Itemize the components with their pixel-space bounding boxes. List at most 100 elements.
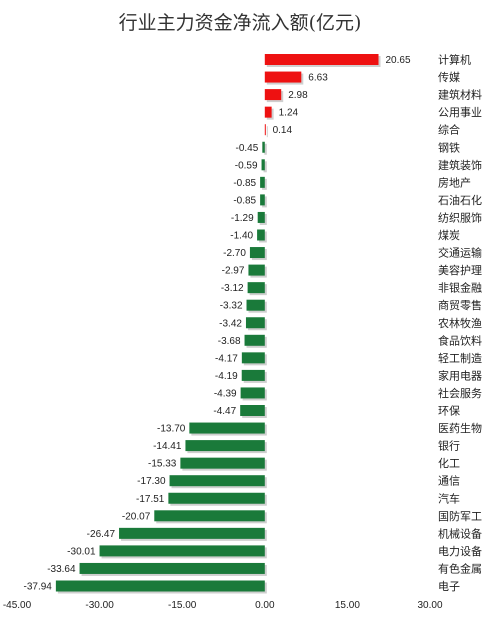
category-label: 化工 (438, 456, 460, 470)
bar-18 (241, 369, 265, 381)
bar-value-label: -1.29 (231, 213, 254, 224)
bar-value-label: -33.64 (47, 564, 76, 575)
bar-26 (154, 510, 265, 522)
bar-9 (257, 211, 265, 223)
category-label: 电力设备 (438, 544, 482, 558)
category-label: 建筑材料 (438, 88, 482, 102)
category-label: 计算机 (438, 53, 471, 67)
bar-value-label: -13.70 (157, 424, 186, 435)
category-label: 环保 (438, 404, 460, 418)
bar-29 (79, 562, 265, 574)
x-tick-label: -45.00 (3, 600, 32, 611)
category-label: 综合 (438, 123, 460, 137)
bar-value-label: -14.41 (153, 441, 182, 452)
bar-value-label: 2.98 (288, 90, 308, 101)
bar-value-label: -3.42 (219, 318, 242, 329)
bar-value-label: -4.39 (214, 388, 237, 399)
category-label: 电子 (438, 580, 460, 593)
category-label: 有色金属 (438, 561, 482, 575)
x-tick-label: -15.00 (168, 600, 197, 611)
category-label: 公用事业 (438, 106, 482, 119)
category-label: 石油石化 (438, 193, 482, 207)
bar-value-label: -3.68 (218, 336, 241, 347)
bar-value-label: 6.63 (308, 73, 328, 84)
bar-value-label: -0.45 (236, 143, 259, 154)
bar-19 (240, 387, 265, 399)
bar-value-label: -3.12 (221, 283, 244, 294)
bar-value-label: -2.97 (222, 266, 245, 277)
bar-value-label: 20.65 (386, 55, 411, 66)
bar-24 (169, 475, 265, 487)
bar-value-label: -37.94 (24, 582, 53, 593)
bar-3 (264, 106, 272, 118)
bar-28 (99, 545, 265, 557)
bar-shadow (263, 161, 267, 173)
bar-5 (262, 141, 265, 153)
bar-value-label: -0.85 (233, 178, 256, 189)
bar-value-label: 0.14 (273, 125, 293, 136)
bars: 20.65 计算机 6.63 传媒 2.98 建筑材料 1.24 公用事业 0.14 综合 -0.4… (24, 53, 482, 594)
bar-value-label: -1.40 (230, 231, 253, 242)
bar-value-label: -2.70 (223, 248, 246, 259)
bar-8 (260, 194, 265, 206)
bar-2 (264, 89, 282, 101)
bar-value-label: -20.07 (122, 511, 151, 522)
x-tick-label: 0.00 (255, 600, 275, 611)
bar-22 (185, 440, 265, 452)
bar-value-label: -17.51 (136, 494, 165, 505)
category-label: 煤炭 (438, 229, 460, 242)
bar-20 (240, 405, 265, 416)
category-label: 轻工制造 (438, 351, 482, 365)
bar-value-label: -0.85 (233, 195, 256, 206)
bar-7 (260, 176, 265, 188)
bar-13 (247, 282, 265, 294)
bar-value-label: -4.47 (213, 406, 236, 417)
bar-shadow (266, 126, 268, 138)
bar-16 (244, 334, 265, 346)
bar-value-label: -15.33 (148, 459, 177, 470)
category-label: 汽车 (438, 491, 460, 505)
bar-10 (257, 229, 265, 241)
category-label: 通信 (438, 475, 460, 488)
bar-30 (55, 580, 265, 592)
bar-shadow (264, 143, 267, 155)
bar-12 (248, 264, 265, 276)
category-label: 房地产 (438, 175, 471, 189)
bar-15 (245, 317, 265, 329)
x-tick-label: -30.00 (85, 600, 114, 611)
category-label: 商贸零售 (438, 298, 482, 312)
category-label: 社会服务 (438, 386, 482, 400)
category-label: 交通运输 (438, 246, 482, 260)
category-label: 美容护理 (438, 263, 482, 277)
category-label: 纺织服饰 (438, 210, 482, 224)
x-axis: -45.00 -30.00 -15.00 0.00 15.00 30.00 (3, 600, 443, 611)
bar-0 (264, 54, 379, 65)
category-label: 家用电器 (438, 368, 482, 382)
category-label: 钢铁 (438, 141, 460, 154)
bar-4 (264, 124, 266, 136)
bar-value-label: -0.59 (235, 160, 258, 171)
bar-value-label: 1.24 (279, 108, 299, 119)
bar-value-label: -26.47 (87, 529, 116, 540)
bar-25 (168, 492, 265, 504)
bar-value-label: -4.19 (215, 371, 238, 382)
bar-11 (249, 247, 265, 259)
category-label: 非银金融 (438, 281, 482, 295)
category-label: 银行 (438, 439, 460, 453)
bar-1 (264, 71, 302, 83)
bar-value-label: -30.01 (67, 546, 96, 557)
category-label: 国防军工 (438, 509, 482, 523)
chart-title: 行业主力资金净流入额(亿元) (119, 12, 362, 34)
category-label: 建筑装饰 (438, 158, 482, 172)
bar-17 (241, 352, 265, 364)
bar-6 (261, 159, 265, 171)
category-label: 传媒 (438, 71, 460, 84)
x-tick-label: 30.00 (417, 600, 442, 611)
category-label: 医药生物 (438, 421, 482, 435)
category-label: 机械设备 (438, 526, 482, 540)
bar-23 (180, 457, 265, 469)
bar-14 (246, 299, 265, 311)
bar-value-label: -4.17 (215, 353, 238, 364)
category-label: 食品饮料 (438, 333, 482, 347)
category-label: 农林牧渔 (438, 316, 482, 330)
